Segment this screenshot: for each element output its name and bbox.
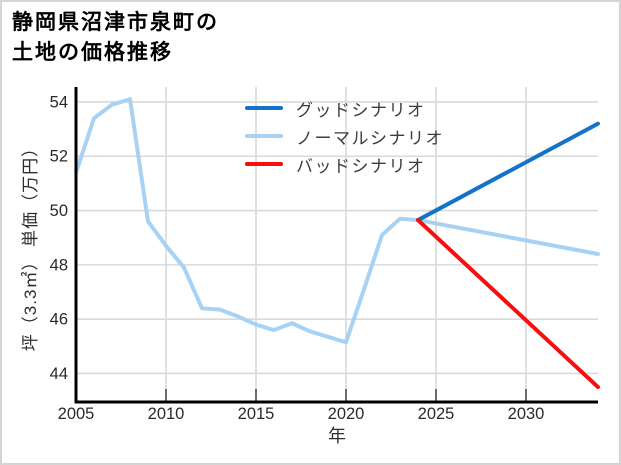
legend-line-bad-swatch <box>245 162 283 166</box>
x-tick-labels: 2005 2010 2015 2020 2025 2030 <box>58 405 545 423</box>
legend-label-bad: バッドシナリオ <box>296 156 426 176</box>
y-tick-label: 44 <box>50 365 68 383</box>
y-tick-label: 48 <box>50 256 68 274</box>
gridlines <box>75 87 598 402</box>
legend-label-normal: ノーマルシナリオ <box>296 128 444 148</box>
series-line-0 <box>416 121 600 223</box>
y-tick-label: 52 <box>50 148 68 166</box>
chart-title-line2: 土地の価格推移 <box>12 41 173 64</box>
y-tick-label: 54 <box>50 93 68 111</box>
legend-item-bad-scenario: バッドシナリオ <box>245 150 444 178</box>
x-tick-label: 2010 <box>148 405 185 423</box>
chart-legend: グッドシナリオ ノーマルシナリオ バッドシナリオ <box>245 94 444 178</box>
y-tick-label: 50 <box>50 202 68 220</box>
chart-title: 静岡県沼津市泉町の 土地の価格推移 <box>12 8 219 68</box>
x-tick-label: 2030 <box>508 405 545 423</box>
y-tick-label: 46 <box>50 311 68 329</box>
legend-line-good-swatch <box>245 106 283 110</box>
series-line-1 <box>74 97 600 345</box>
x-tick-marks <box>75 389 527 402</box>
y-axis-label: 坪（3.3㎡） 単価（万円） <box>21 138 40 352</box>
y-tick-labels: 44 46 48 50 52 54 <box>50 93 68 383</box>
x-tick-label: 2020 <box>328 405 365 423</box>
legend-item-normal-scenario: ノーマルシナリオ <box>245 122 444 150</box>
x-axis-label: 年 <box>328 426 346 446</box>
axis-spines <box>74 87 598 404</box>
x-tick-label: 2005 <box>58 405 95 423</box>
chart-title-line1: 静岡県沼津市泉町の <box>12 11 219 34</box>
legend-label-good: グッドシナリオ <box>296 100 426 120</box>
legend-line-normal-swatch <box>245 134 283 138</box>
legend-item-good-scenario: グッドシナリオ <box>245 94 444 122</box>
x-tick-label: 2015 <box>238 405 275 423</box>
series-line-2 <box>416 218 600 390</box>
x-tick-label: 2025 <box>418 405 455 423</box>
